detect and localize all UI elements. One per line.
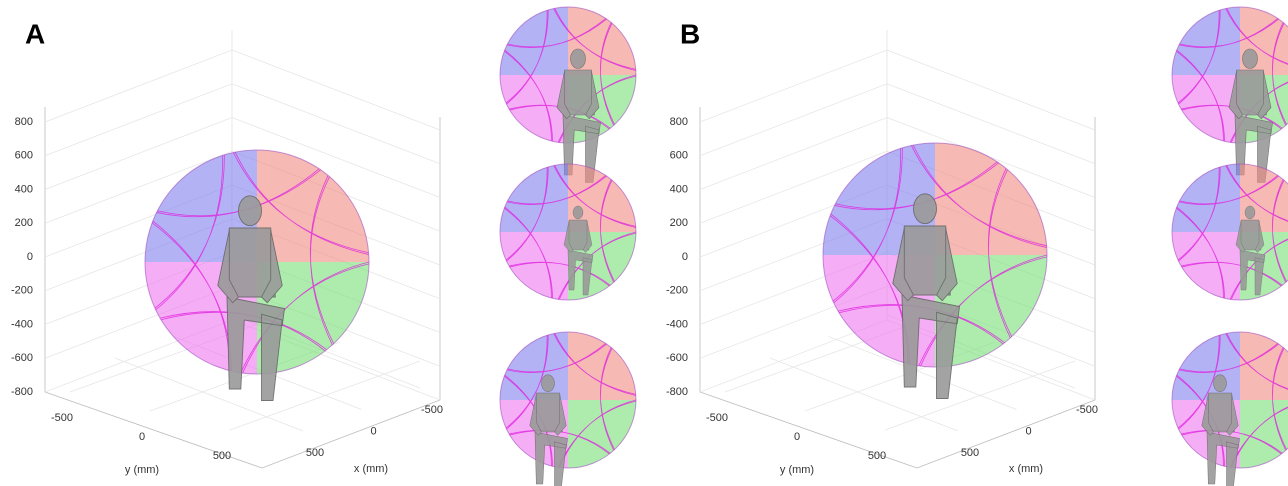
grid-line bbox=[45, 50, 440, 130]
sphere-quadrant bbox=[1240, 332, 1288, 400]
grid-line bbox=[700, 50, 1095, 130]
x-tick-label: 500 bbox=[306, 447, 324, 459]
x-tick-label: 0 bbox=[370, 425, 376, 437]
z-tick-label: 400 bbox=[15, 183, 33, 195]
sphere bbox=[500, 332, 636, 468]
z-tick-label: 200 bbox=[670, 217, 688, 229]
grid-line bbox=[770, 358, 958, 431]
z-tick-label: -200 bbox=[11, 285, 33, 297]
z-tick-label: -200 bbox=[666, 285, 688, 297]
figure: A -800 -600 -400 -200 0 200 400 600 800 -500 0 500 -5… bbox=[0, 0, 1288, 486]
head bbox=[1243, 49, 1258, 69]
panel: A -800 -600 -400 -200 0 200 400 600 800 -500 0 500 -5… bbox=[11, 7, 636, 486]
z-tick-label: 800 bbox=[670, 116, 688, 128]
z-tick-label: 600 bbox=[670, 150, 688, 162]
x-tick-label: 0 bbox=[1025, 425, 1031, 437]
sphere-quadrant bbox=[1172, 164, 1240, 232]
head bbox=[1245, 206, 1255, 219]
panel-label: B bbox=[680, 18, 700, 49]
y-axis-title: y (mm) bbox=[780, 464, 814, 476]
z-tick-label: 200 bbox=[15, 217, 33, 229]
z-tick-label: -400 bbox=[666, 318, 688, 330]
y-tick-label: 0 bbox=[139, 431, 145, 443]
z-tick-label: -600 bbox=[666, 352, 688, 364]
sphere-quadrant bbox=[1172, 332, 1240, 400]
x-tick-label: -500 bbox=[1076, 404, 1098, 416]
y-tick-label: -500 bbox=[51, 412, 73, 424]
sphere-quadrant bbox=[500, 164, 568, 232]
sphere bbox=[1172, 164, 1288, 300]
panel: B -800 -600 -400 -200 0 200 400 600 800 -500 0 500 -5… bbox=[666, 7, 1288, 486]
x-tick-label: 500 bbox=[961, 447, 979, 459]
z-tick-label: 400 bbox=[670, 183, 688, 195]
z-tick-label: -400 bbox=[11, 318, 33, 330]
z-tick-label: -800 bbox=[11, 386, 33, 398]
z-tick-label: 0 bbox=[682, 251, 688, 263]
head bbox=[573, 206, 583, 219]
head bbox=[239, 196, 262, 226]
z-tick-label: 600 bbox=[15, 150, 33, 162]
z-tick-label: -800 bbox=[666, 386, 688, 398]
y-tick-label: 0 bbox=[794, 431, 800, 443]
head bbox=[571, 49, 586, 69]
z-tick-label: 800 bbox=[15, 116, 33, 128]
head bbox=[1214, 375, 1227, 392]
sphere-quadrant bbox=[1172, 7, 1240, 75]
y-tick-label: -500 bbox=[706, 412, 728, 424]
y-axis-title: y (mm) bbox=[125, 464, 159, 476]
head bbox=[542, 375, 555, 392]
sphere-quadrant bbox=[500, 332, 568, 400]
x-axis-title: x (mm) bbox=[1009, 463, 1043, 475]
x-tick-label: -500 bbox=[421, 404, 443, 416]
panel-label: A bbox=[25, 18, 45, 49]
y-tick-label: 500 bbox=[213, 450, 231, 462]
x-axis-title: x (mm) bbox=[354, 463, 388, 475]
head bbox=[914, 194, 937, 224]
sphere-quadrant bbox=[500, 7, 568, 75]
y-tick-label: 500 bbox=[868, 450, 886, 462]
z-tick-label: 0 bbox=[27, 251, 33, 263]
z-tick-label: -600 bbox=[11, 352, 33, 364]
